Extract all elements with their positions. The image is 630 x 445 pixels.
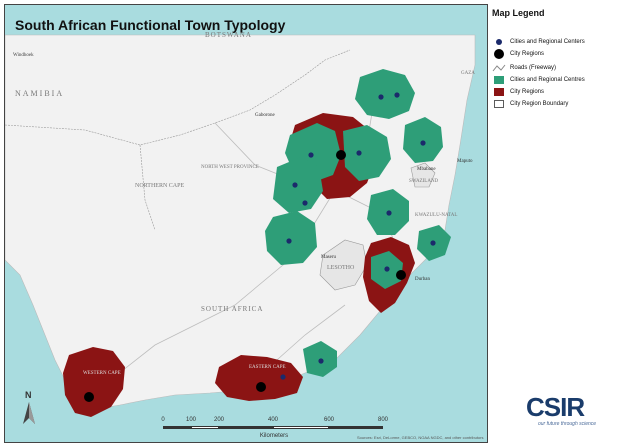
label-durban: Durban [415,277,430,282]
regional-centre-nelspruit [403,117,443,163]
city-marker [286,238,292,244]
legend-label: Roads (Freeway) [510,65,557,71]
red-patch-icon [492,87,506,97]
scale-tick: 800 [377,417,389,423]
label-south-africa: SOUTH AFRICA [201,305,264,313]
label-swaziland: SWAZILAND [409,179,439,184]
city-marker [430,240,436,246]
north-label: N [25,390,32,400]
city-region-cape-town [63,347,125,417]
logo-tagline: our future through science [538,421,597,427]
border-line [139,144,156,231]
label-namibia: NAMIBIA [15,89,65,98]
scale-bar: 0 100 200 400 600 800 Kilometers [161,417,389,441]
boundary-box-icon [492,99,506,109]
legend-item: City Regions [492,86,544,98]
green-patch-icon [492,75,506,85]
csir-logo: CSIR our future through science [526,392,618,432]
scale-unit: Kilometers [259,433,289,439]
city-markers [280,92,436,380]
label-northern-cape: NORTHERN CAPE [135,183,185,189]
label-western-cape: WESTERN CAPE [83,371,121,376]
scale-segment [329,426,383,429]
lesotho-outline [319,239,368,291]
city-region-marker [396,270,406,280]
scale-tick: 0 [161,417,165,423]
legend-item: City Region Boundary [492,98,568,110]
label-lesotho: LESOTHO [327,265,355,271]
city-region-marker [84,392,94,402]
label-gaza: GAZA [461,71,475,76]
regional-centre-polokwane [355,69,415,119]
label-maputo: Maputo [457,159,473,164]
city-marker [394,92,400,98]
swaziland-outline [410,162,436,188]
legend-label: City Region Boundary [510,101,569,107]
legend-label: City Regions [510,89,545,95]
legend-item: Cities and Regional Centres [492,74,585,86]
label-mbabane: Mbabane [417,167,436,172]
regional-centre-klerksdorp [273,157,323,213]
city-marker [292,182,298,188]
city-region-markers [84,150,406,402]
city-marker [318,358,324,364]
regional-centre-witbank [343,125,391,181]
regional-centre-kimberley [265,211,317,265]
label-botswana: BOTSWANA [205,31,252,39]
map-frame: South African Functional Town Typology B… [4,4,488,443]
city-marker [356,150,362,156]
scale-segment [191,426,219,429]
black-dot-icon [492,49,506,59]
city-marker [378,94,384,100]
label-windhoek: Windhoek [13,53,34,58]
city-marker [280,374,286,380]
scale-tick: 100 [185,417,197,423]
legend-item: Cities and Regional Centers [492,36,585,48]
legend-item: City Regions [492,48,544,60]
map-title: South African Functional Town Typology [15,17,286,33]
legend-title: Map Legend [492,8,545,18]
map-canvas [5,5,487,442]
navy-dot-icon [492,37,506,47]
scale-tick: 400 [267,417,279,423]
city-marker [386,210,392,216]
city-marker [308,152,314,158]
border-line [5,49,351,146]
scale-tick: 200 [213,417,225,423]
city-marker [302,200,308,206]
legend-label: Cities and Regional Centres [510,77,585,83]
scale-segment [219,426,273,429]
map-legend: Map Legend Cities and Regional Centers C… [492,4,626,144]
label-north-west: NORTH WEST PROVINCE [201,165,259,170]
legend-item: Roads (Freeway) [492,62,556,74]
road-line-icon [492,63,506,73]
legend-label: Cities and Regional Centers [510,39,585,45]
map-credit: Sources: Esri, DeLorme, GEBCO, NOAA NGDC… [357,435,484,440]
label-kwazulu: KWAZULU-NATAL [415,213,458,218]
logo-name: CSIR [526,392,585,422]
scale-tick: 600 [323,417,335,423]
city-region-port-elizabeth [215,355,303,401]
city-marker [384,266,390,272]
legend-label: City Regions [510,51,545,57]
label-gaborone: Gaborone [255,113,275,118]
scale-segment [273,426,329,429]
city-region-marker [336,150,346,160]
city-marker [420,140,426,146]
city-region-marker [256,382,266,392]
label-eastern-cape: EASTERN CAPE [249,365,286,370]
label-maseru: Maseru [321,255,336,260]
scale-segment [163,426,191,429]
north-arrow: N [19,390,39,430]
north-arrow-icon [23,402,35,424]
